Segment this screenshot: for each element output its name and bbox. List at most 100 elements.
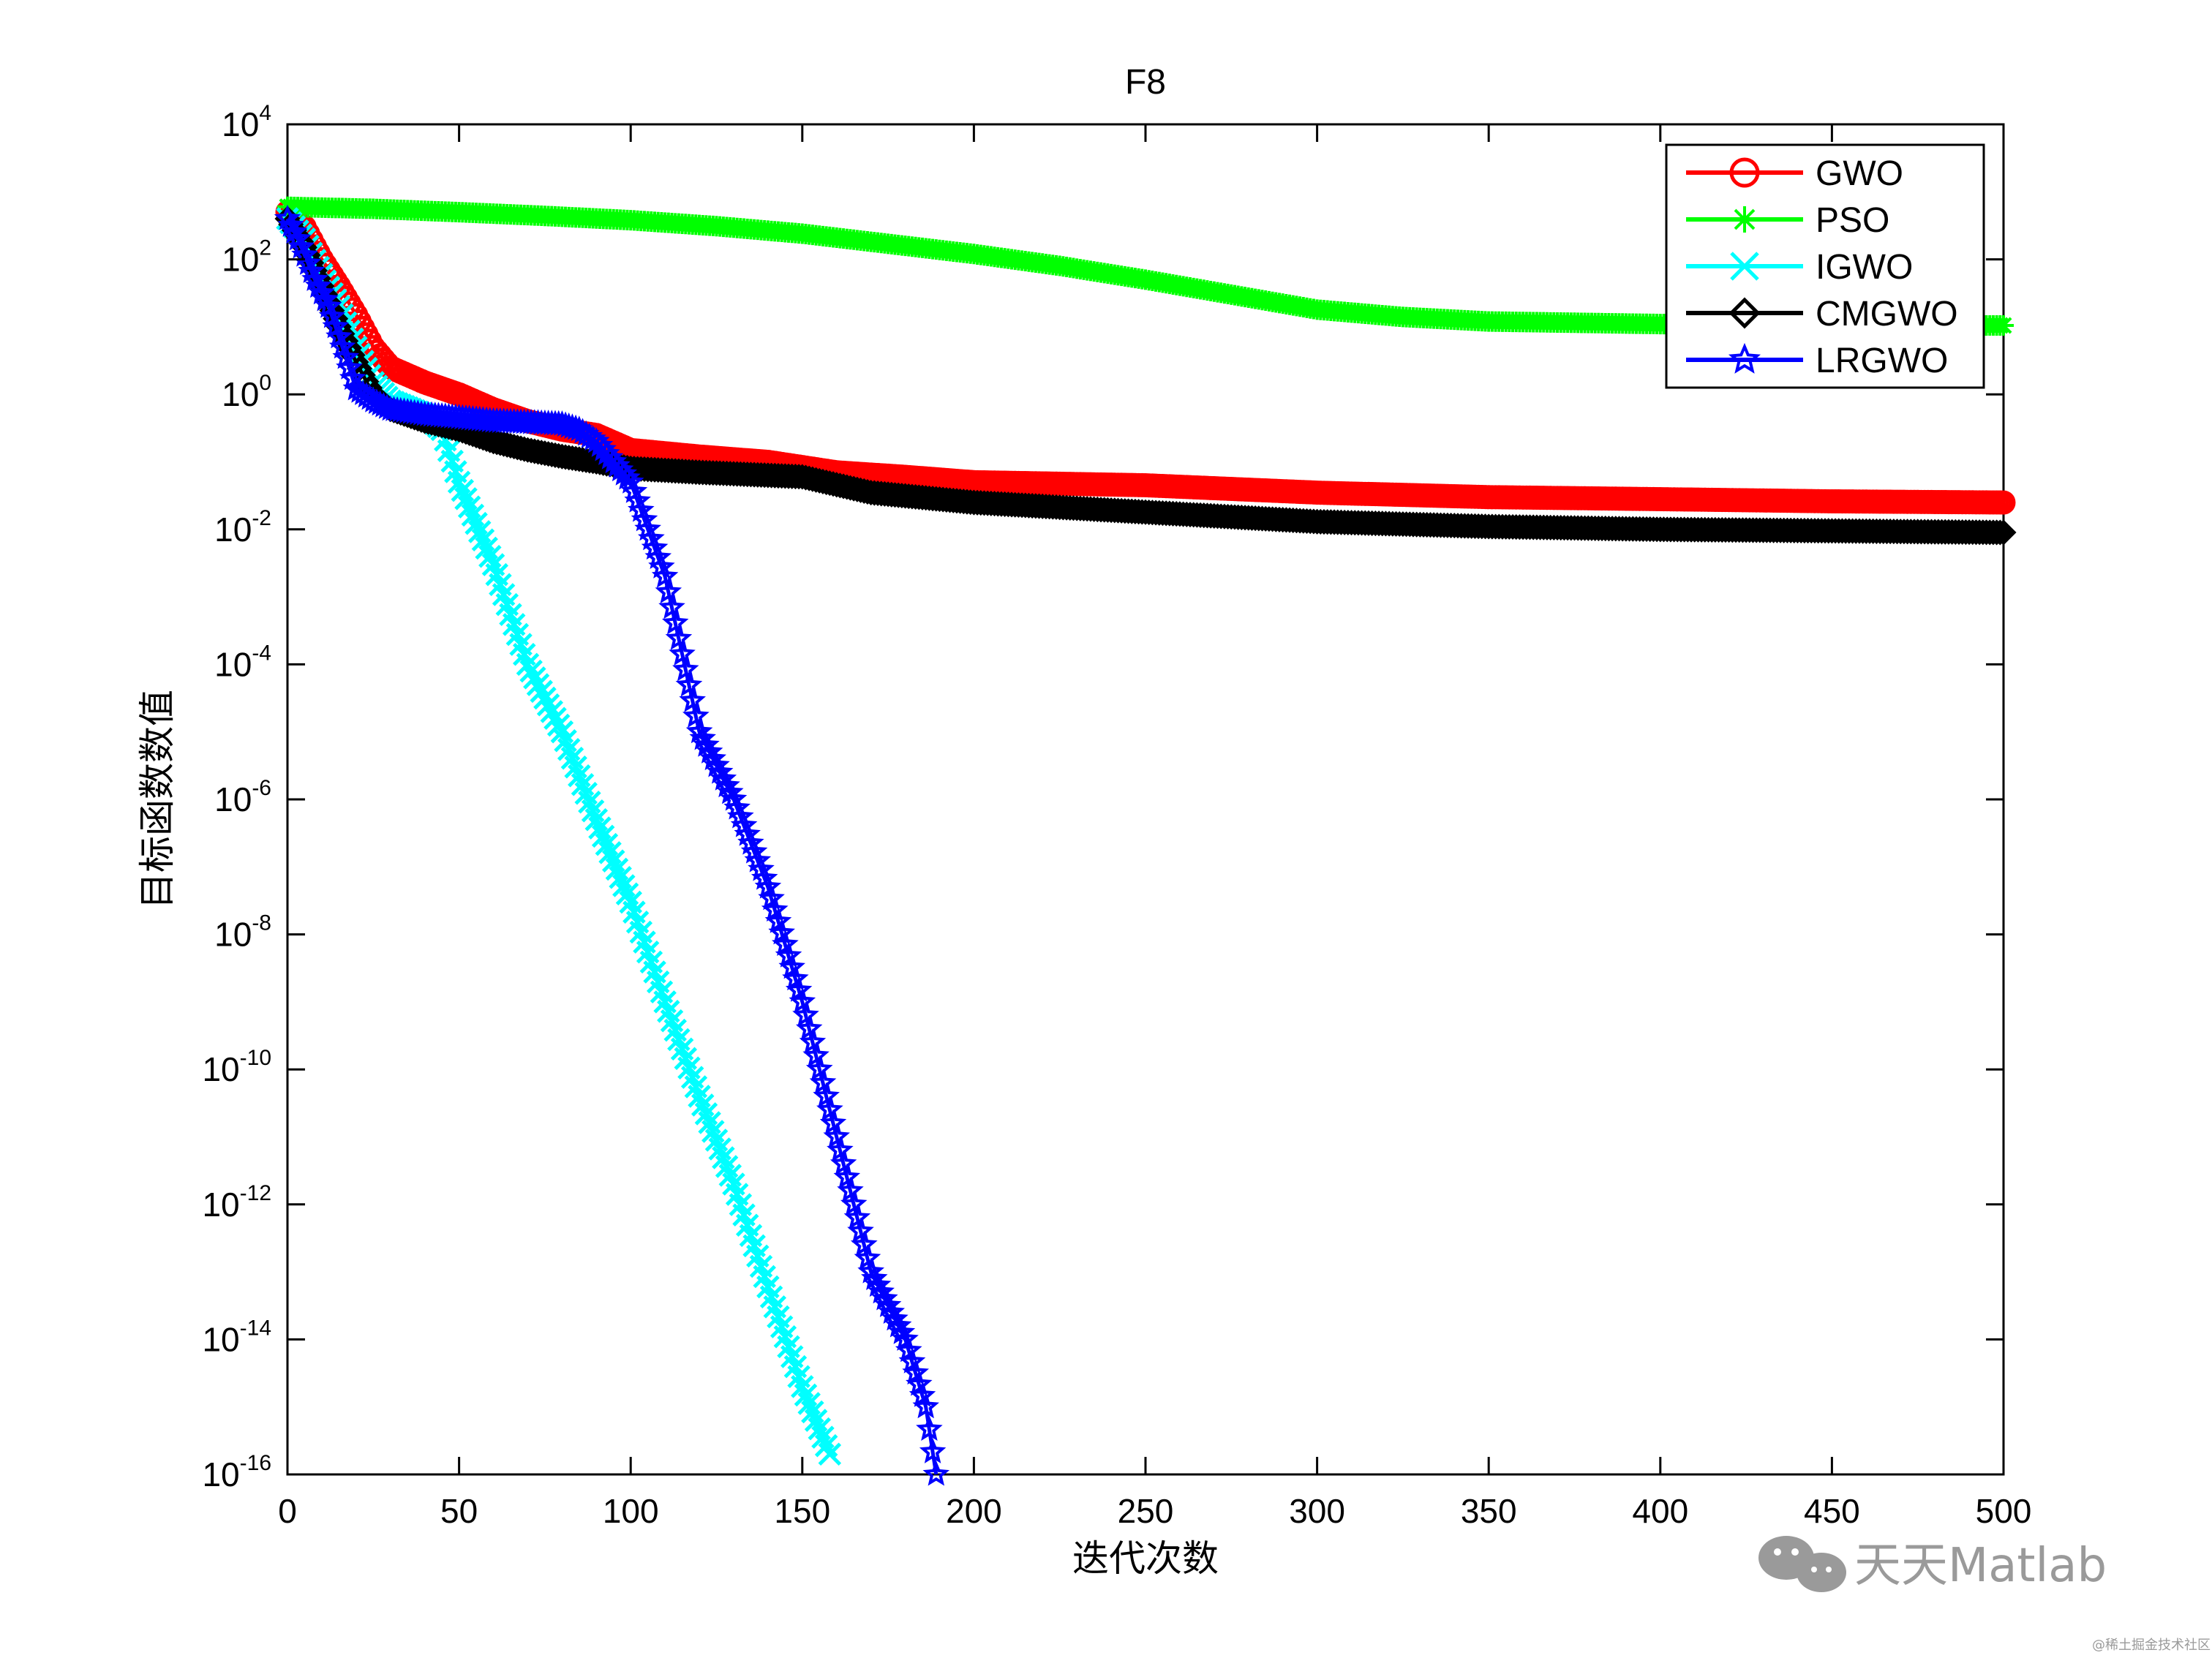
marker <box>809 1069 837 1095</box>
series-cmgwo <box>274 206 2017 546</box>
y-tick-label: 10-4 <box>214 641 271 683</box>
x-tick-label: 350 <box>1461 1492 1517 1530</box>
marker <box>792 1001 819 1027</box>
marker <box>328 333 356 359</box>
marker <box>922 1460 950 1486</box>
watermark-subtext: @稀土掘金技术社区 <box>2092 1638 2211 1653</box>
marker <box>919 1437 947 1463</box>
marker <box>540 700 564 723</box>
marker <box>775 941 802 968</box>
marker <box>758 884 785 911</box>
legend-entry-cmgwo: CMGWO <box>1686 295 1958 334</box>
y-tick-label: 10-14 <box>202 1316 271 1358</box>
marker <box>675 671 703 697</box>
marker <box>768 919 795 945</box>
marker <box>818 1442 842 1466</box>
marker <box>861 1265 888 1290</box>
legend: GWO PSO IGWO CMGWO LRGWO <box>1665 143 1985 389</box>
x-axis-title: 迭代次数 <box>1072 1537 1219 1580</box>
marker <box>847 1217 874 1243</box>
marker <box>854 1244 881 1270</box>
legend-entry-lrgwo: LRGWO <box>1686 342 1948 380</box>
y-tick-label: 104 <box>222 101 271 143</box>
marker <box>813 1082 840 1108</box>
marker <box>332 343 360 369</box>
marker <box>902 1359 930 1385</box>
x-tick-label: 0 <box>278 1492 297 1530</box>
legend-entry-pso: PSO <box>1686 201 1889 240</box>
marker <box>543 706 567 731</box>
legend-entry-igwo: IGWO <box>1686 248 1913 287</box>
marker <box>1991 490 2016 515</box>
watermark-text: 天天Matlab <box>1854 1539 2107 1593</box>
x-tick-label: 50 <box>440 1492 478 1530</box>
marker <box>761 896 789 922</box>
marker <box>546 713 571 737</box>
marker <box>778 953 805 979</box>
marker <box>661 608 689 635</box>
marker <box>281 218 308 244</box>
legend-label: IGWO <box>1816 248 1913 287</box>
marker <box>526 673 550 696</box>
marker <box>833 1163 861 1189</box>
marker <box>837 1177 864 1202</box>
legend-label: GWO <box>1816 154 1903 193</box>
legend-label: LRGWO <box>1816 342 1948 380</box>
marker <box>1729 157 1760 188</box>
marker <box>685 717 713 744</box>
y-tick-label: 10-6 <box>214 776 271 818</box>
marker <box>1728 342 1761 374</box>
marker <box>533 686 557 710</box>
marker <box>782 965 809 991</box>
marker <box>658 593 685 619</box>
marker <box>881 1305 908 1331</box>
marker <box>916 1415 943 1441</box>
marker <box>672 655 699 682</box>
marker <box>516 652 540 677</box>
marker <box>669 640 696 666</box>
marker <box>651 562 679 588</box>
marker <box>878 1298 906 1324</box>
marker <box>908 1382 936 1407</box>
marker <box>1731 206 1758 233</box>
marker <box>304 272 332 298</box>
marker <box>710 765 737 791</box>
marker <box>1993 314 2014 336</box>
marker <box>693 731 720 757</box>
marker <box>785 976 813 1002</box>
marker <box>868 1278 895 1304</box>
legend-label: CMGWO <box>1816 295 1958 334</box>
marker <box>864 1271 892 1297</box>
marker <box>308 279 336 305</box>
marker <box>874 1292 902 1317</box>
marker <box>888 1318 916 1344</box>
marker <box>713 772 740 798</box>
marker <box>795 1014 823 1041</box>
x-tick-label: 400 <box>1632 1492 1688 1530</box>
x-tick-label: 500 <box>1976 1492 2032 1530</box>
marker <box>699 745 727 771</box>
x-tick-label: 250 <box>1118 1492 1174 1530</box>
marker <box>912 1393 939 1419</box>
marker <box>706 758 734 784</box>
marker <box>754 873 782 899</box>
marker <box>682 702 710 728</box>
marker <box>884 1311 912 1338</box>
marker <box>871 1284 898 1311</box>
marker <box>843 1204 871 1229</box>
x-tick-label: 200 <box>946 1492 1002 1530</box>
marker <box>1728 297 1761 329</box>
marker <box>789 987 816 1014</box>
marker <box>689 724 716 750</box>
y-tick-label: 102 <box>222 236 271 279</box>
marker <box>519 659 543 683</box>
marker <box>895 1336 922 1363</box>
wechat-logo-icon <box>1758 1536 1846 1592</box>
marker <box>802 1041 830 1068</box>
marker <box>830 1150 857 1175</box>
marker <box>898 1347 926 1373</box>
marker <box>523 666 546 690</box>
legend-entry-gwo: GWO <box>1686 154 1903 193</box>
y-tick-label: 10-2 <box>214 506 271 549</box>
marker <box>840 1190 868 1216</box>
